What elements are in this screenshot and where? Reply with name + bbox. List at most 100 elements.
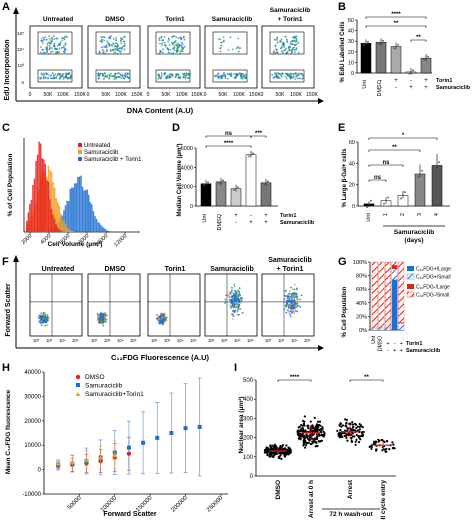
panel-letter: C <box>2 122 10 134</box>
event-dot <box>294 283 296 286</box>
histogram-bar <box>53 218 56 232</box>
data-point <box>368 202 370 205</box>
event-dot <box>50 39 53 42</box>
data-point <box>279 451 283 454</box>
event-dot <box>295 48 298 51</box>
dot-plot: 0 100 200 300 400 500 DMSO Arrest at 0 h Arrest C… <box>243 375 396 520</box>
event-dot <box>61 37 63 40</box>
event-dot <box>165 316 168 319</box>
event-dot <box>294 292 297 295</box>
legend-label: C₁₂FDG-/Small <box>416 293 449 299</box>
event-dot <box>180 37 183 40</box>
data-point <box>383 448 387 451</box>
event-dot <box>161 318 164 321</box>
tick-label: 50K <box>102 92 112 98</box>
event-dot <box>57 51 60 53</box>
event-dot <box>233 73 236 75</box>
panel-f: F Forward Scatter C₁₂FDG Fluorescence (A… <box>2 255 324 362</box>
data-point <box>361 433 364 436</box>
event-dot <box>41 317 44 319</box>
event-dot <box>241 312 244 314</box>
data-point <box>355 426 358 430</box>
event-dot <box>285 52 288 54</box>
event-dot <box>287 307 290 309</box>
data-point <box>365 42 367 45</box>
event-dot <box>224 298 227 301</box>
event-dot <box>289 315 292 318</box>
tick-label: 50K <box>219 92 229 98</box>
event-dot <box>230 301 233 303</box>
legend-swatch <box>407 284 414 289</box>
event-dot <box>283 298 286 301</box>
event-dot <box>237 301 240 304</box>
event-dot <box>96 319 99 322</box>
event-dot <box>104 319 106 322</box>
data-point <box>301 427 305 430</box>
legend-label: DMSO <box>85 374 105 381</box>
event-dot <box>285 38 288 41</box>
data-point <box>375 441 378 444</box>
event-dot <box>164 313 167 316</box>
event-dot <box>286 301 289 304</box>
tick-label: 40 <box>349 161 355 167</box>
data-point <box>357 435 360 438</box>
event-dot <box>175 44 178 46</box>
tick-label: 10³ <box>221 338 228 343</box>
data-point <box>275 452 278 455</box>
bar-segment <box>378 261 385 329</box>
histogram-bar <box>30 199 33 232</box>
event-dot <box>293 302 296 305</box>
event-dot <box>46 319 49 322</box>
histogram-bar <box>64 205 67 232</box>
data-point <box>351 435 354 438</box>
histogram-bar <box>106 230 109 232</box>
event-dot <box>178 45 181 48</box>
data-point <box>313 427 316 430</box>
tick-label: 100K <box>233 92 245 98</box>
condition-sign: + <box>409 85 413 91</box>
tick-label: 30 <box>348 39 354 45</box>
event-dot <box>114 51 117 54</box>
histogram-bar <box>64 224 67 232</box>
data-point <box>345 433 348 436</box>
event-dot <box>295 40 298 42</box>
event-dot <box>233 294 236 297</box>
histogram-bar <box>35 160 37 232</box>
tick-label: Cell cycle entry <box>380 480 387 520</box>
event-dot <box>44 77 47 79</box>
axis-ylabel: % of Cell Population <box>7 154 14 217</box>
data-point <box>302 439 305 442</box>
flow-plot: 10² 10³ 10⁴ 10⁵ <box>261 273 315 343</box>
data-point <box>337 432 340 435</box>
event-dot <box>102 319 105 321</box>
histogram-bar <box>89 202 92 232</box>
event-dot <box>40 315 42 318</box>
event-dot <box>122 36 125 39</box>
event-dot <box>113 74 116 77</box>
event-dot <box>46 46 49 49</box>
event-dot <box>225 294 228 297</box>
data-point <box>270 447 274 450</box>
data-point <box>339 429 342 432</box>
event-dot <box>236 303 239 306</box>
event-dot <box>128 73 131 76</box>
tick-label: 150K <box>249 92 261 98</box>
event-dot <box>276 36 279 39</box>
data-point <box>402 194 404 197</box>
condition-sign: + <box>386 341 389 347</box>
event-dot <box>65 72 68 75</box>
event-dot <box>158 75 160 78</box>
event-dot <box>294 43 297 46</box>
event-dot <box>38 317 41 319</box>
data-point <box>281 443 285 447</box>
event-dot <box>296 310 298 313</box>
event-dot <box>65 75 67 78</box>
tick-label: Unt <box>202 214 208 223</box>
event-dot <box>217 75 220 78</box>
gate <box>37 69 73 83</box>
histogram-bar <box>103 228 105 232</box>
axis-ylabel: Forward Scatter <box>5 283 12 337</box>
event-dot <box>171 43 174 46</box>
histogram-bar <box>105 229 107 232</box>
